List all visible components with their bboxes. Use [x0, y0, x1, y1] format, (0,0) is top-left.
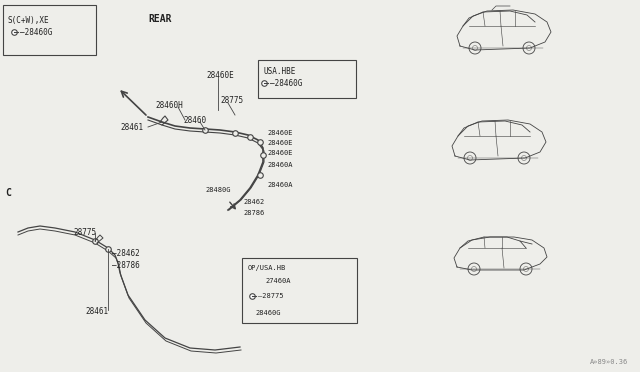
Bar: [258, 60, 356, 98]
Text: —28460G: —28460G: [270, 78, 302, 87]
Text: —28462: —28462: [112, 248, 140, 257]
Text: 28460E: 28460E: [267, 140, 292, 146]
Text: 28786: 28786: [243, 210, 264, 216]
Text: —28786: —28786: [112, 262, 140, 270]
Text: S(C+W),XE: S(C+W),XE: [8, 16, 50, 25]
Bar: [3, 5, 96, 55]
Text: 28460E: 28460E: [267, 150, 292, 156]
Text: C: C: [5, 188, 11, 198]
Text: 28775: 28775: [73, 228, 96, 237]
Text: —28460G: —28460G: [20, 28, 52, 36]
Text: 28460A: 28460A: [267, 182, 292, 188]
Text: 28461: 28461: [120, 122, 143, 131]
Text: 28460H: 28460H: [155, 100, 183, 109]
Text: OP/USA.HB: OP/USA.HB: [248, 265, 286, 271]
Text: —28775: —28775: [258, 293, 284, 299]
Text: 28775: 28775: [220, 96, 243, 105]
Text: 28460G: 28460G: [255, 310, 280, 316]
Text: 27460A: 27460A: [265, 278, 291, 284]
Text: 28460E: 28460E: [267, 130, 292, 136]
Bar: [242, 258, 357, 323]
Text: 28480G: 28480G: [205, 187, 230, 193]
Text: 28460A: 28460A: [267, 162, 292, 168]
Text: A»89»0.36: A»89»0.36: [589, 359, 628, 365]
Text: 28461: 28461: [85, 308, 108, 317]
Text: REAR: REAR: [148, 14, 172, 24]
Text: 28462: 28462: [243, 199, 264, 205]
Text: 28460E: 28460E: [206, 71, 234, 80]
Text: USA.HBE: USA.HBE: [263, 67, 296, 76]
Text: 28460: 28460: [183, 115, 206, 125]
